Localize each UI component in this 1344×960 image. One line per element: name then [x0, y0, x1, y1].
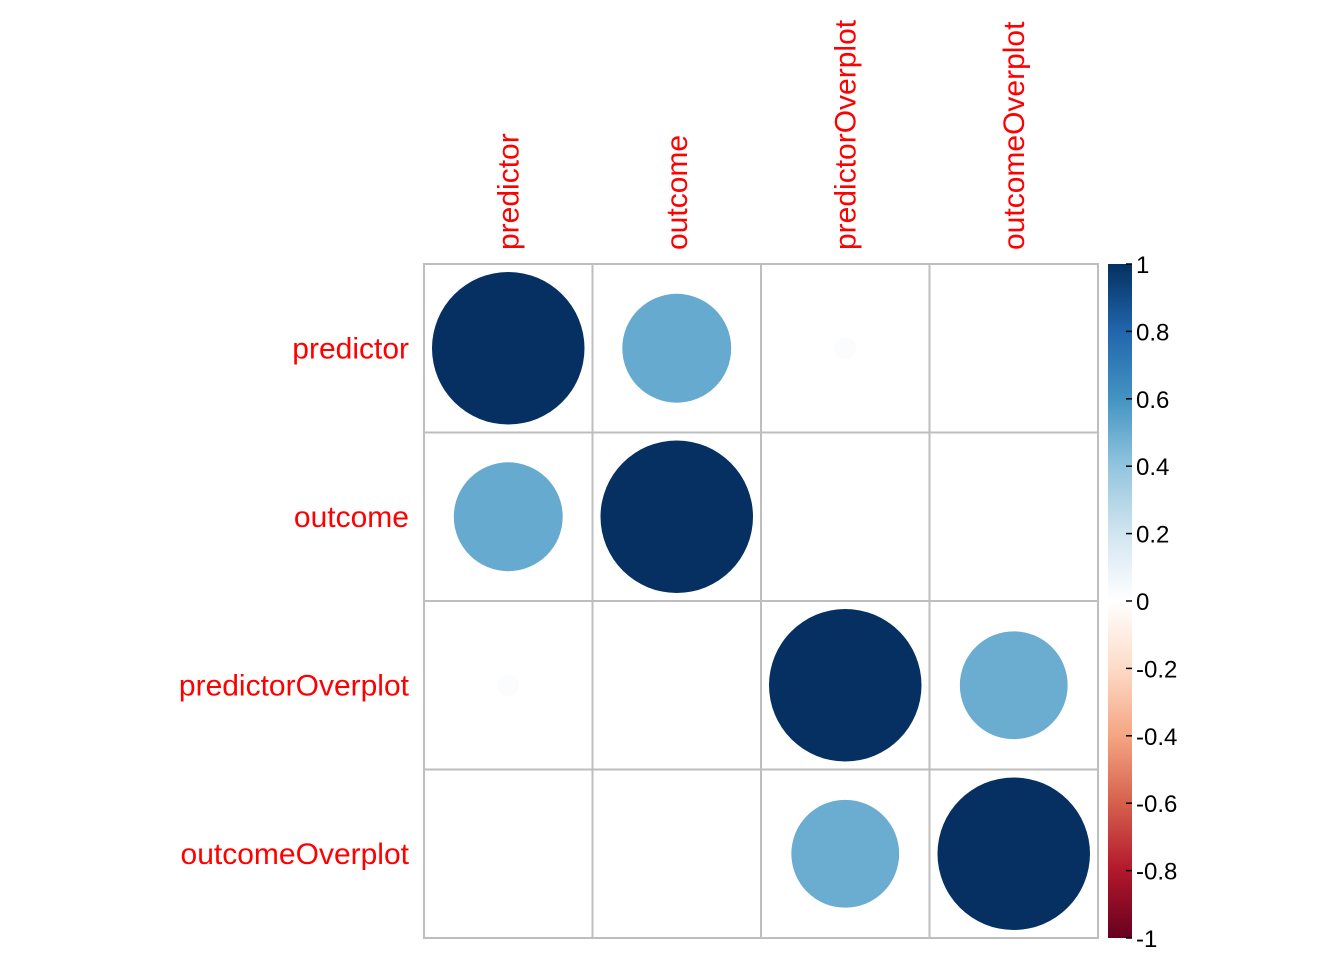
correlation-circle	[791, 799, 900, 908]
colorbar: 1 0.8 0.6 0.4 0.2 0 -0.2 -0.4 -0.6 -0.8 -1	[1108, 252, 1177, 953]
column-label: predictorOverplot	[829, 19, 862, 250]
correlation-circle	[937, 777, 1090, 930]
correlation-circle	[432, 272, 585, 425]
correlation-circles	[432, 272, 1090, 930]
colorbar-tick-label: 0.4	[1136, 454, 1169, 481]
column-label: outcome	[661, 135, 694, 250]
matrix-cell	[760, 431, 931, 602]
colorbar-tick-label: 0.8	[1136, 319, 1169, 346]
correlation-circle	[622, 293, 732, 403]
colorbar-tick-label: -0.8	[1136, 859, 1177, 886]
row-labels: predictor outcome predictorOverplot outcome…	[179, 332, 410, 871]
row-label: outcomeOverplot	[181, 838, 410, 871]
correlation-circle	[959, 631, 1068, 740]
matrix-cell	[928, 431, 1099, 602]
colorbar-tick-label: 1	[1136, 252, 1149, 279]
matrix-cell	[928, 263, 1099, 434]
colorbar-tick-label: -0.4	[1136, 724, 1177, 751]
row-label: outcome	[294, 501, 409, 534]
matrix-cell	[423, 768, 594, 939]
column-label: outcomeOverplot	[998, 21, 1031, 250]
column-label: predictor	[492, 133, 525, 250]
correlation-circle	[834, 337, 857, 360]
row-label: predictor	[292, 332, 409, 365]
colorbar-tick-label: 0.6	[1136, 387, 1169, 414]
colorbar-tick-label: 0	[1136, 589, 1149, 616]
row-label: predictorOverplot	[179, 669, 410, 702]
colorbar-tick-label: -1	[1136, 926, 1157, 953]
correlation-circle	[497, 674, 520, 697]
correlation-circle	[453, 462, 563, 572]
matrix-cell	[591, 600, 762, 771]
column-labels: predictor outcome predictorOverplot outcome…	[492, 19, 1031, 250]
correlation-circle	[769, 609, 922, 762]
colorbar-tick-label: -0.6	[1136, 791, 1177, 818]
colorbar-tick-label: -0.2	[1136, 656, 1177, 683]
correlation-circle	[600, 440, 753, 593]
colorbar-tick-label: 0.2	[1136, 522, 1169, 549]
matrix-cell	[591, 768, 762, 939]
